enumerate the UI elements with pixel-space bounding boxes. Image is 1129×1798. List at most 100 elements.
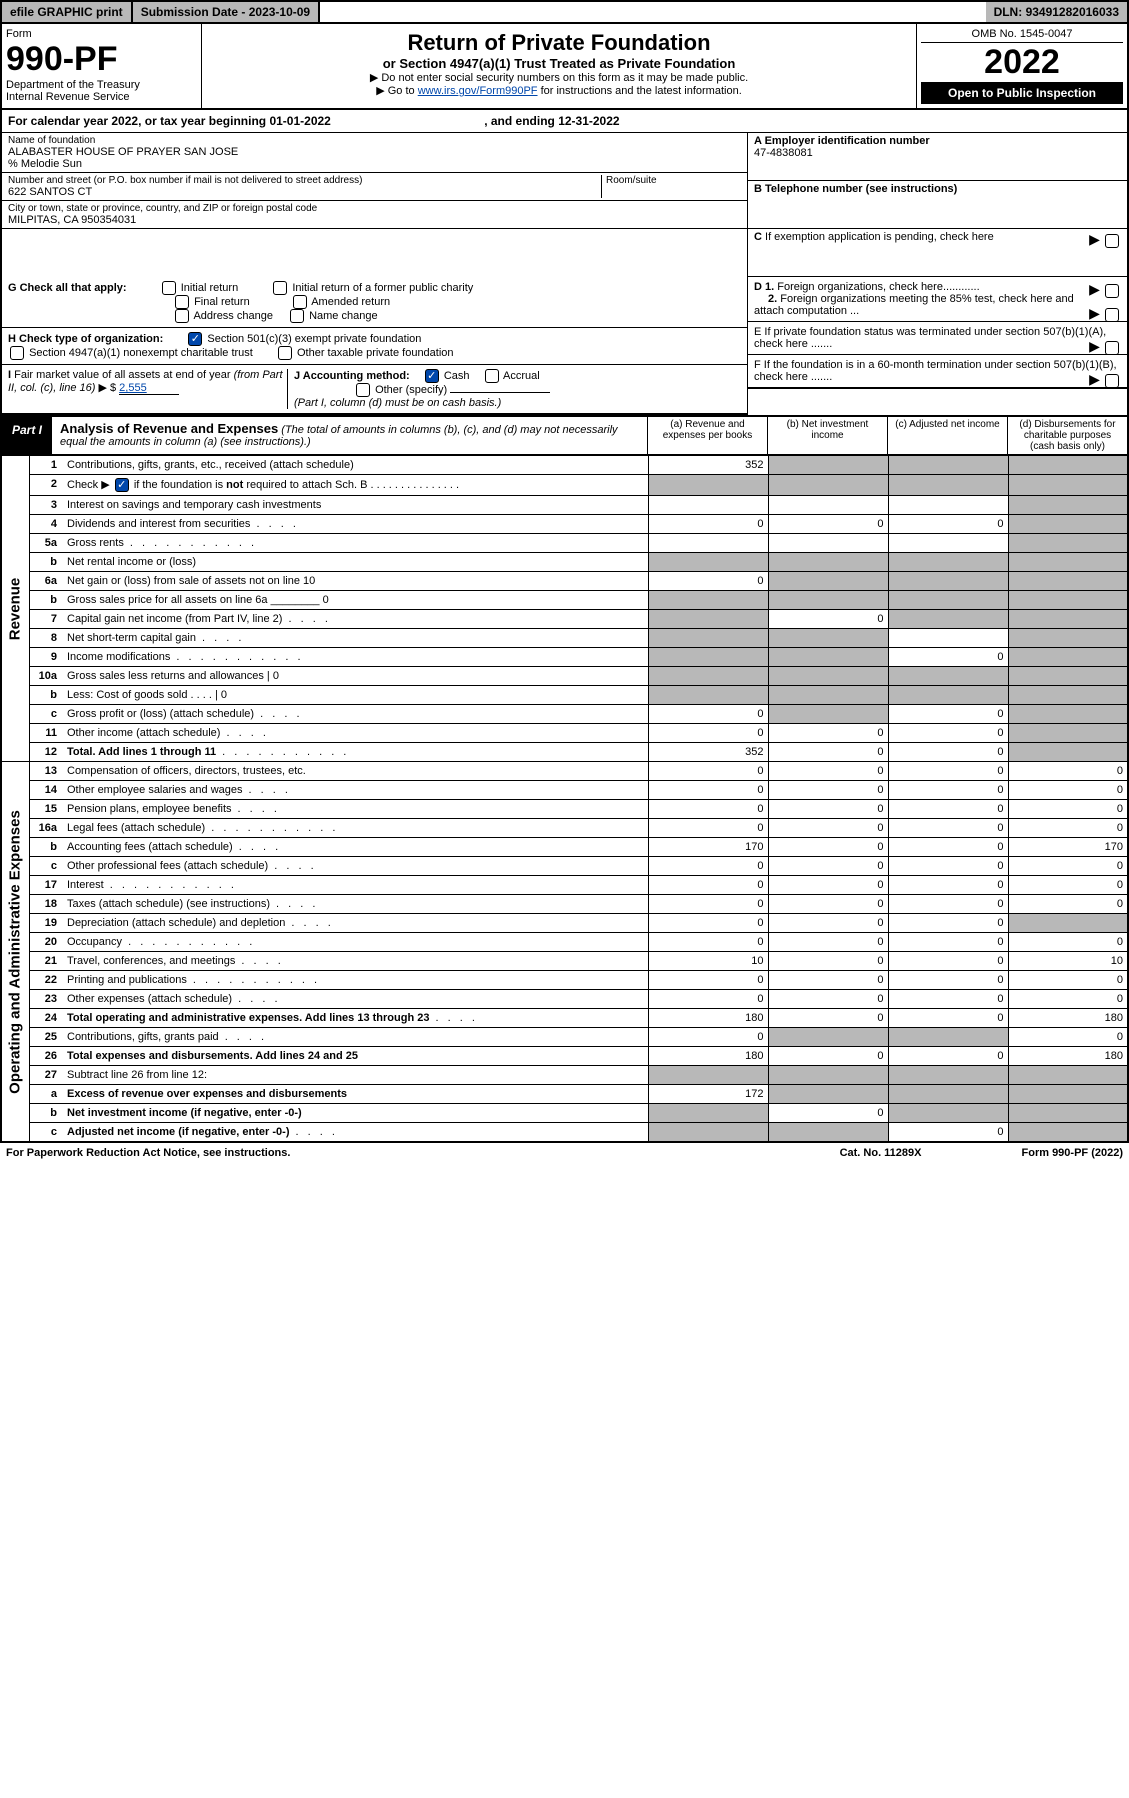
part1-header: Part I Analysis of Revenue and Expenses … [0,415,1129,456]
line-number: 5a [29,534,63,553]
table-row: bAccounting fees (attach schedule)170001… [1,838,1128,857]
amount-cell: 0 [768,1104,888,1123]
footer-right: Form 990-PF (2022) [1022,1147,1124,1159]
checkbox-other-tax[interactable] [278,346,292,360]
calendar-year-row: For calendar year 2022, or tax year begi… [0,110,1129,133]
form-link[interactable]: www.irs.gov/Form990PF [418,85,538,97]
line-description: Interest [63,876,648,895]
checkbox-address[interactable] [175,309,189,323]
checkbox-initial[interactable] [162,281,176,295]
table-row: 14Other employee salaries and wages0000 [1,781,1128,800]
amount-cell: 0 [648,724,768,743]
amount-cell: 10 [648,952,768,971]
amount-cell: 0 [768,971,888,990]
amount-cell [888,572,1008,591]
checkbox-amended[interactable] [293,295,307,309]
line-description: Occupancy [63,933,648,952]
line-description: Travel, conferences, and meetings [63,952,648,971]
checkbox-4947[interactable] [10,346,24,360]
amount-cell [1008,667,1128,686]
amount-cell [768,1028,888,1047]
line-description: Other income (attach schedule) [63,724,648,743]
amount-cell: 0 [648,933,768,952]
amount-cell [768,456,888,475]
line-description: Compensation of officers, directors, tru… [63,762,648,781]
amount-cell: 0 [768,1047,888,1066]
amount-cell: 0 [1008,990,1128,1009]
line-number: 27 [29,1066,63,1085]
amount-cell: 0 [888,895,1008,914]
tax-year: 2022 [921,43,1123,82]
line-number: 17 [29,876,63,895]
table-row: Operating and Administrative Expenses13C… [1,762,1128,781]
amount-cell [1008,456,1128,475]
revenue-side-label: Revenue [1,456,29,762]
efile-label: efile GRAPHIC print [2,2,133,22]
amount-cell: 0 [1008,781,1128,800]
table-row: 9Income modifications0 [1,648,1128,667]
table-row: 24Total operating and administrative exp… [1,1009,1128,1028]
amount-cell [1008,705,1128,724]
checkbox-f[interactable] [1105,374,1119,388]
line-description: Gross rents [63,534,648,553]
checkbox-d2[interactable] [1105,308,1119,322]
top-bar: efile GRAPHIC print Submission Date - 20… [0,0,1129,24]
checkbox-final[interactable] [175,295,189,309]
table-row: cOther professional fees (attach schedul… [1,857,1128,876]
line-description: Excess of revenue over expenses and disb… [63,1085,648,1104]
entity-info: Name of foundation ALABASTER HOUSE OF PR… [0,133,1129,277]
line-description: Net short-term capital gain [63,629,648,648]
amount-cell: 0 [648,515,768,534]
line-number: 16a [29,819,63,838]
amount-cell: 0 [888,762,1008,781]
checkbox-e[interactable] [1105,341,1119,355]
line-description: Dividends and interest from securities [63,515,648,534]
checkbox-501c3[interactable]: ✓ [188,332,202,346]
amount-cell [888,591,1008,610]
checkbox-c[interactable] [1105,234,1119,248]
line-number: 23 [29,990,63,1009]
e-row: E If private foundation status was termi… [748,322,1127,355]
checkbox-d1[interactable] [1105,284,1119,298]
info-right: A Employer identification number 47-4838… [747,133,1127,277]
checkbox-accrual[interactable] [485,369,499,383]
amount-cell: 0 [1008,800,1128,819]
amount-cell: 0 [888,990,1008,1009]
checkbox-other-method[interactable] [356,383,370,397]
amount-cell: 352 [648,456,768,475]
line-description: Total expenses and disbursements. Add li… [63,1047,648,1066]
amount-cell: 0 [648,990,768,1009]
checkbox-cash[interactable]: ✓ [425,369,439,383]
table-row: 18Taxes (attach schedule) (see instructi… [1,895,1128,914]
arrow-icon: ▶ [1089,338,1100,354]
amount-cell [648,475,768,496]
table-row: 3Interest on savings and temporary cash … [1,496,1128,515]
table-row: 17Interest0000 [1,876,1128,895]
exemption-cell: C If exemption application is pending, c… [748,229,1127,277]
inspection-badge: Open to Public Inspection [921,82,1123,104]
header-center: Return of Private Foundation or Section … [202,24,917,108]
amount-cell: 0 [888,743,1008,762]
amount-cell: 0 [1008,857,1128,876]
amount-cell: 0 [648,781,768,800]
checkbox-name[interactable] [290,309,304,323]
checkbox-initial-former[interactable] [273,281,287,295]
amount-cell: 0 [888,933,1008,952]
table-row: aExcess of revenue over expenses and dis… [1,1085,1128,1104]
amount-cell: 0 [648,914,768,933]
amount-cell: 0 [888,971,1008,990]
amount-cell: 0 [888,857,1008,876]
g-row: G Check all that apply: Initial return I… [2,277,747,328]
amount-cell: 0 [648,762,768,781]
amount-cell [1008,496,1128,515]
arrow-icon: ▶ [1089,281,1100,297]
form-header: Form 990-PF Department of the Treasury I… [0,24,1129,110]
line-description: Other employee salaries and wages [63,781,648,800]
line-number: 7 [29,610,63,629]
amount-cell: 0 [1008,1028,1128,1047]
checkbox-schb[interactable]: ✓ [115,478,129,492]
table-row: 27Subtract line 26 from line 12: [1,1066,1128,1085]
amount-cell: 0 [768,762,888,781]
line-number: a [29,1085,63,1104]
line-number: 25 [29,1028,63,1047]
